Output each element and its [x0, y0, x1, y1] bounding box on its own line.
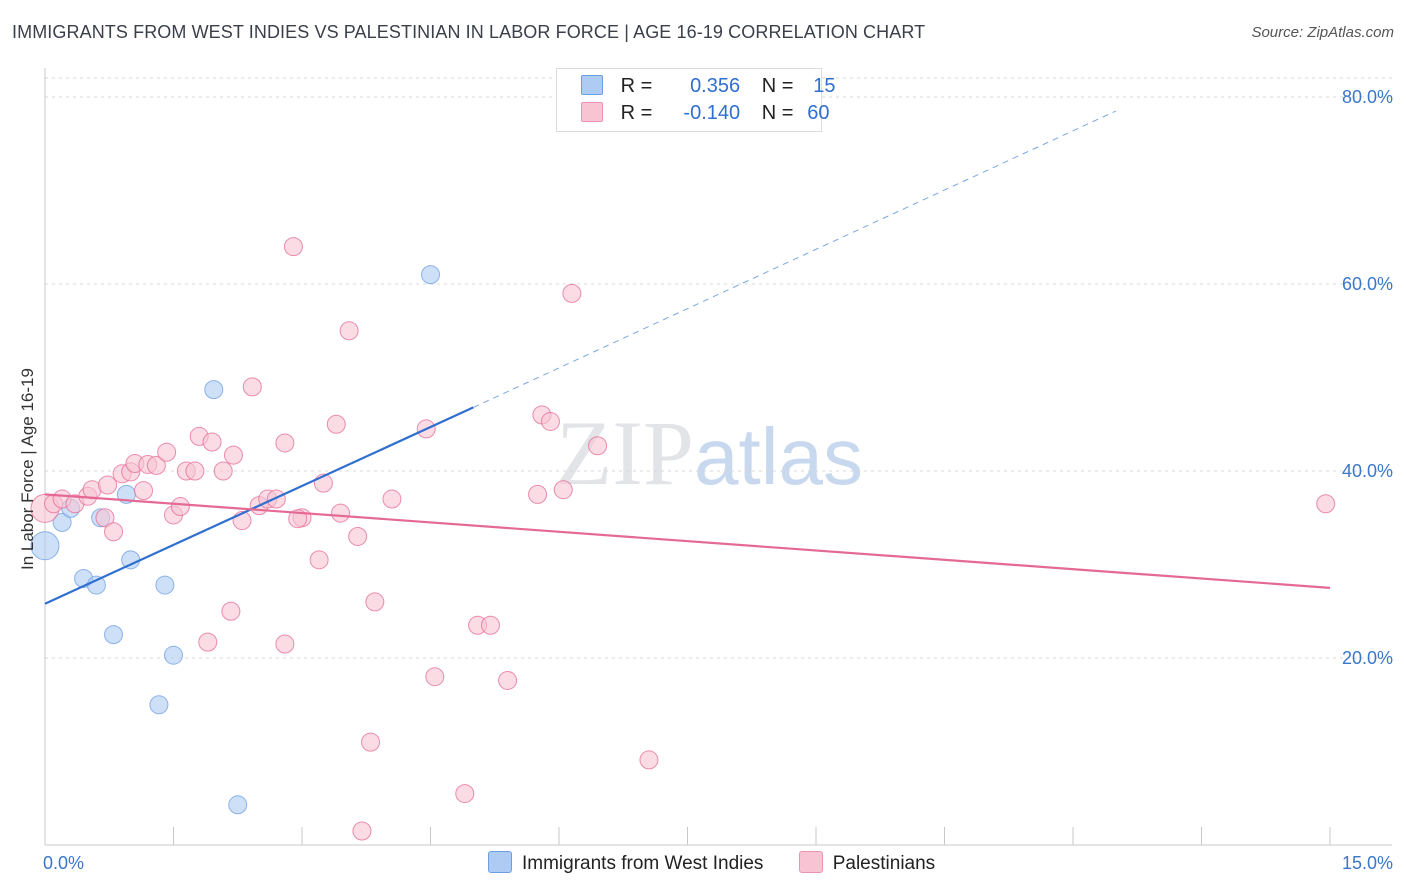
- series-legend: Immigrants from West Indies Palestinians: [488, 851, 965, 875]
- palestinian-point: [553, 480, 573, 500]
- legend-n-label: N =: [761, 102, 794, 124]
- palestinian-point: [104, 522, 124, 542]
- palestinian-point: [1316, 494, 1336, 514]
- west-indies-trend-extension: [473, 110, 1117, 408]
- y-axis-label: In Labor Force | Age 16-19: [18, 368, 37, 570]
- legend-n-value: 60: [807, 102, 830, 124]
- palestinian-point: [348, 526, 368, 546]
- palestinian-point: [309, 550, 329, 570]
- palestinian-point: [455, 784, 475, 804]
- west-indies-point: [149, 695, 169, 715]
- legend-r-label: R =: [620, 102, 653, 124]
- palestinian-point: [98, 475, 118, 495]
- west-indies-point: [164, 645, 183, 665]
- y-tick-label: 60.0%: [1342, 274, 1393, 294]
- legend-row-west-indies: R = 0.356 N = 15: [581, 75, 836, 101]
- palestinian-point: [339, 321, 359, 341]
- legend-r-value: 0.356: [690, 75, 741, 97]
- chart-title: IMMIGRANTS FROM WEST INDIES VS PALESTINI…: [12, 22, 926, 42]
- legend-label-palestinians: Palestinians: [832, 853, 936, 874]
- palestinian-point: [198, 632, 218, 652]
- west-indies-point: [52, 512, 72, 532]
- palestinian-point: [242, 377, 262, 397]
- legend-n-value: 15: [813, 75, 836, 97]
- palestinian-point: [588, 436, 608, 456]
- palestinian-point: [639, 750, 659, 770]
- legend-item-west-indies: Immigrants from West Indies: [488, 851, 763, 875]
- palestinian-point: [95, 508, 115, 528]
- palestinian-point: [361, 732, 381, 752]
- west-indies-point: [104, 625, 124, 645]
- x-tick-label-max: 15.0%: [1342, 853, 1393, 873]
- legend-n-label: N =: [761, 75, 794, 97]
- palestinian-point: [170, 497, 190, 517]
- palestinian-point: [480, 615, 500, 635]
- palestinian-point: [266, 489, 286, 509]
- y-tick-label: 40.0%: [1342, 461, 1393, 481]
- y-tick-label: 20.0%: [1342, 648, 1393, 668]
- west-indies-point: [30, 531, 60, 561]
- legend-item-palestinians: Palestinians: [798, 851, 936, 875]
- palestinian-point: [221, 601, 241, 621]
- palestinian-point: [498, 670, 518, 690]
- palestinian-point: [202, 432, 222, 452]
- legend-swatch-palestinians: [581, 102, 603, 122]
- legend-label-west-indies: Immigrants from West Indies: [522, 853, 764, 874]
- palestinian-point: [326, 414, 346, 434]
- palestinian-point: [157, 442, 177, 462]
- palestinian-point: [562, 283, 582, 303]
- source-label: Source: ZipAtlas.com: [1251, 24, 1394, 41]
- palestinian-point: [134, 481, 154, 501]
- palestinian-point: [213, 461, 233, 481]
- palestinian-point: [528, 484, 548, 504]
- legend-r-value: -0.140: [683, 102, 741, 124]
- palestinian-point: [275, 634, 295, 654]
- palestinian-point: [382, 489, 402, 509]
- palestinian-point: [352, 821, 372, 841]
- stats-legend: R = 0.356 N = 15 R = -0.140 N = 60: [556, 68, 836, 132]
- west-indies-point: [86, 575, 106, 595]
- west-indies-point: [421, 265, 440, 285]
- west-indies-point: [228, 795, 248, 815]
- palestinian-point: [331, 503, 351, 523]
- watermark: ZIPatlas: [556, 400, 863, 506]
- x-tick-label-min: 0.0%: [43, 853, 84, 873]
- legend-swatch-palestinians: [798, 851, 823, 873]
- palestinian-point: [540, 411, 560, 431]
- legend-swatch-west-indies: [488, 851, 512, 873]
- west-indies-point: [121, 550, 141, 570]
- west-indies-point: [155, 575, 175, 595]
- palestinian-point: [365, 592, 385, 612]
- legend-r-label: R =: [620, 75, 653, 97]
- west-indies-point: [204, 380, 224, 400]
- palestinian-point: [146, 455, 166, 475]
- watermark-zip: ZIP: [556, 402, 694, 504]
- west-indies-trend-line: [44, 406, 474, 605]
- legend-row-palestinians: R = -0.140 N = 60: [581, 102, 830, 128]
- palestinian-point: [223, 445, 243, 465]
- palestinian-point: [185, 461, 205, 481]
- palestinian-point: [425, 667, 445, 687]
- palestinian-point: [283, 237, 303, 257]
- palestinian-point: [275, 433, 295, 453]
- y-tick-label: 80.0%: [1342, 87, 1393, 107]
- watermark-atlas: atlas: [694, 412, 863, 501]
- legend-swatch-west-indies: [581, 75, 603, 95]
- palestinian-trend-line: [44, 493, 1331, 589]
